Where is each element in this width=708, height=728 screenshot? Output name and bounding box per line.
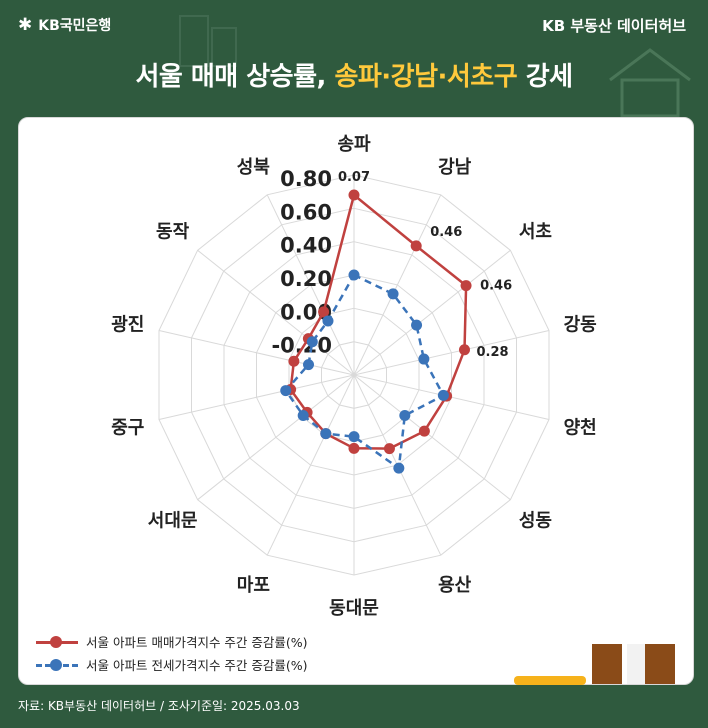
jeonse-data-point (387, 288, 399, 300)
jeonse-data-point (297, 410, 309, 422)
category-label: 광진 (111, 314, 144, 335)
grid-spoke (197, 374, 355, 501)
category-label: 강남 (438, 157, 472, 178)
data-label: 0.28 (476, 345, 508, 360)
grid-spoke (266, 194, 355, 376)
jeonse-data-point (322, 315, 334, 327)
legend-swatch-jeonse (36, 658, 78, 671)
chart-legend: 서울 아파트 매매가격지수 주간 증감률(%) 서울 아파트 전세가격지수 주간… (36, 630, 308, 676)
grid-spoke (158, 374, 355, 420)
jeonse-data-point (393, 462, 405, 474)
kb-star-icon: ✱ (18, 14, 33, 35)
grid-spoke (353, 330, 550, 376)
sale-data-point (288, 355, 300, 367)
sale-data-point (348, 189, 360, 201)
bank-name: KB국민은행 (38, 18, 112, 34)
category-label: 양천 (564, 418, 597, 439)
jeonse-data-point (348, 269, 360, 281)
category-label: 용산 (438, 575, 472, 596)
jeonse-series-line (284, 273, 445, 470)
category-label: 중구 (111, 418, 144, 439)
category-label: 동작 (156, 221, 190, 242)
grid-spoke (353, 374, 511, 501)
sale-data-point (458, 344, 470, 356)
category-label: 서초 (519, 221, 552, 242)
sale-data-point (418, 425, 430, 437)
legend-item-sale: 서울 아파트 매매가격지수 주간 증감률(%) (36, 630, 308, 653)
page-headline: 서울 매매 상승률, 송파·강남·서초구 강세 (0, 56, 708, 93)
headline-part1: 서울 매매 상승률, (135, 62, 335, 92)
headline-accent: 송파·강남·서초구 (334, 62, 518, 92)
data-label: 0.07 (338, 170, 370, 185)
radial-tick-label: 0.80 (280, 167, 332, 191)
jeonse-data-point (306, 336, 318, 348)
grid-spoke (158, 330, 355, 376)
sale-data-point (410, 240, 422, 252)
crayon-decoration-icon (514, 644, 675, 685)
legend-label-jeonse: 서울 아파트 전세가격지수 주간 증감률(%) (86, 658, 308, 673)
grid-spoke (197, 249, 355, 376)
radial-tick-label: -0.20 (271, 334, 332, 358)
category-label: 마포 (237, 575, 270, 596)
chart-card (18, 117, 694, 685)
category-label: 성북 (237, 157, 270, 178)
radial-tick-label: 0.60 (280, 200, 332, 224)
jeonse-data-point (411, 319, 423, 331)
jeonse-data-point (399, 410, 411, 422)
jeonse-data-point (320, 428, 332, 440)
source-footer: 자료: KB부동산 데이터허브 / 조사기준일: 2025.03.03 (18, 699, 300, 713)
kb-logo: ✱ KB국민은행 (18, 15, 111, 35)
radial-tick-label: 0.20 (280, 267, 332, 291)
house-outline-icon (609, 48, 691, 118)
grid-spoke (266, 374, 355, 556)
radial-tick-label: 0.40 (280, 234, 332, 258)
category-label: 송파 (337, 134, 371, 155)
category-label: 동대문 (329, 598, 379, 619)
jeonse-data-point (303, 359, 315, 371)
building-outline-icon (179, 15, 237, 67)
category-label: 강동 (564, 314, 597, 335)
jeonse-data-point (280, 385, 292, 397)
category-label: 성동 (519, 511, 552, 532)
grid-spoke (353, 194, 442, 376)
legend-swatch-sale (36, 635, 78, 648)
grid-spoke (353, 249, 511, 376)
sale-data-point (318, 306, 330, 318)
data-label: 0.46 (480, 279, 512, 294)
top-bar: ✱ KB국민은행 KB 부동산 데이터허브 (0, 0, 708, 50)
data-label: 0.46 (430, 225, 462, 240)
jeonse-data-point (348, 431, 360, 443)
sale-data-point (383, 443, 395, 455)
jeonse-data-point (418, 353, 430, 365)
legend-label-sale: 서울 아파트 매매가격지수 주간 증감률(%) (86, 635, 308, 650)
jeonse-data-point (437, 389, 449, 401)
headline-part2: 강세 (517, 62, 573, 92)
sale-data-point (348, 442, 360, 454)
data-hub-label: KB 부동산 데이터허브 (542, 17, 686, 35)
category-label: 서대문 (148, 511, 198, 532)
legend-item-jeonse: 서울 아파트 전세가격지수 주간 증감률(%) (36, 653, 308, 676)
sale-data-point (460, 280, 472, 292)
